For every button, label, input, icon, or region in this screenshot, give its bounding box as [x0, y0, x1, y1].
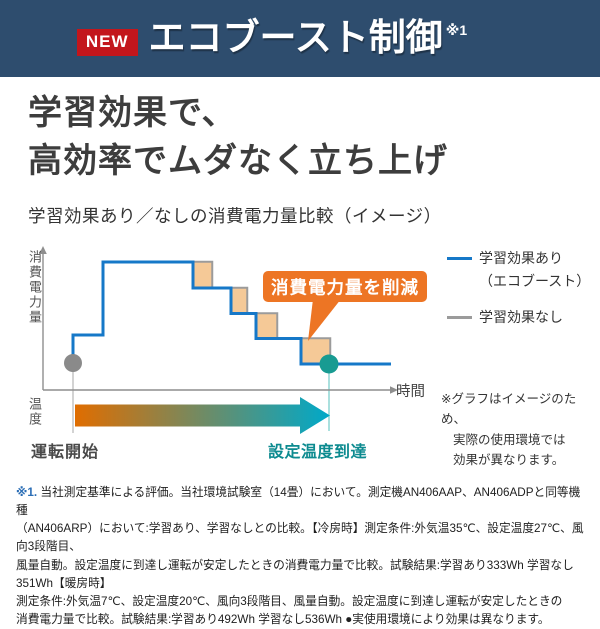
callout: 消費電力量を削減 [263, 271, 427, 341]
footnote-line: （AN406ARP）において:学習あり、学習なしとの比較。【冷房時】測定条件:外… [16, 522, 584, 554]
page-title: エコブースト制御 [148, 17, 443, 59]
chart-canvas: 消費電力量を削減 時間 [39, 246, 427, 434]
legend-label-learning: 学習効果あり [479, 250, 563, 266]
header-banner: NEW エコブースト制御 ※1 [0, 0, 600, 77]
saving-boxes [192, 261, 331, 365]
saving-box [192, 261, 213, 289]
footnote-line: ※1. 当社測定基準による評価。当社環境試験室（14畳）において。測定機AN40… [16, 484, 590, 520]
end-dot [319, 354, 339, 374]
temp-gradient-arrow [75, 397, 330, 434]
time-axis-label: 時間 [396, 383, 425, 400]
chart-title: 学習効果あり／なしの消費電力量比較（イメージ） [28, 206, 442, 226]
start-dot [64, 354, 82, 372]
footnote-line: 風量自動。設定温度に到達し運転が安定したときの消費電力量で比較。試験結果:学習あ… [16, 558, 574, 590]
x-axis-arrow-icon [390, 386, 398, 394]
footnote-reference: ※1 [445, 22, 468, 39]
legend-item-no-learning: 学習効果なし [447, 307, 590, 327]
operation-start-label: 運転開始 [31, 444, 100, 461]
new-badge: NEW [76, 29, 138, 56]
saving-box [230, 287, 248, 315]
footnote-text: 当社測定基準による評価。当社環境試験室（14畳）において。測定機AN406AAP… [16, 486, 581, 518]
headline: 学習効果で、 高効率でムダなく立ち上げ [28, 90, 588, 185]
callout-tail [308, 299, 341, 341]
chart-note-line: 実際の使用環境では [453, 432, 566, 447]
headline-line1: 学習効果で、 [28, 94, 237, 132]
series-learning [71, 260, 391, 366]
chart-legend: 学習効果あり （エコブースト） 学習効果なし [447, 248, 590, 327]
chart-note-line: 効果が異なります。 [453, 452, 565, 467]
saving-box [255, 312, 278, 340]
footnote-line: 測定条件:外気温7℃、設定温度20℃、風向3段階目、風量自動。設定温度に到達し運… [16, 594, 563, 608]
footnote: ※1. 当社測定基準による評価。当社環境試験室（14畳）において。測定機AN40… [16, 484, 590, 629]
legend-sublabel-learning: （エコブースト） [479, 273, 591, 289]
set-temp-reached-label: 設定温度到達 [268, 444, 368, 461]
legend-line-no-learning-icon [447, 315, 472, 319]
callout-bubble [263, 271, 427, 302]
temp-axis-label: 温度 [27, 397, 42, 427]
axes [42, 252, 390, 391]
legend-item-learning: 学習効果あり [447, 248, 590, 268]
footnote-line: 消費電力量で比較。試験結果:学習あり492Wh 学習なし536Wh ●実使用環境… [16, 612, 550, 626]
legend-line-learning-icon [447, 256, 472, 260]
power-axis-label: 消費電力量 [27, 250, 42, 325]
callout-label: 消費電力量を削減 [271, 278, 419, 298]
banner-content: NEW エコブースト制御 ※1 [76, 17, 468, 59]
chart-note-line: ※グラフはイメージのため、 [441, 392, 577, 427]
legend-label-no-learning: 学習効果なし [479, 309, 563, 325]
headline-line2: 高効率でムダなく立ち上げ [28, 141, 448, 180]
chart-note: ※グラフはイメージのため、 実際の使用環境では 効果が異なります。 [441, 389, 599, 470]
y-axis-arrow-icon [39, 246, 47, 254]
footnote-marker: ※1. [16, 486, 38, 499]
